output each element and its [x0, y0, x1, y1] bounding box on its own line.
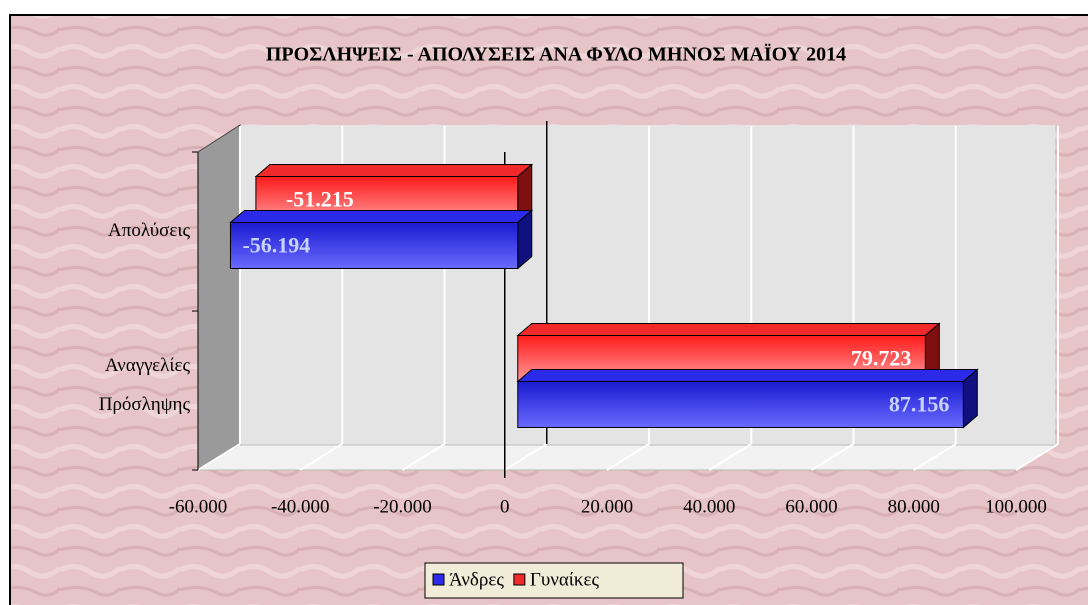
data-label: 87.156 — [889, 392, 950, 417]
side-wall — [197, 124, 241, 471]
legend-swatch — [513, 573, 526, 586]
x-tick-label: -60.000 — [169, 496, 228, 517]
chart-title: ΠΡΟΣΛΗΨΕΙΣ - ΑΠΟΛΥΣΕΙΣ ΑΝΑ ΦΥΛΟ ΜΗΝΟΣ ΜΑ… — [266, 43, 846, 66]
floor-grid-line — [197, 443, 241, 471]
x-tick-label: 0 — [500, 496, 510, 517]
bar-top — [516, 323, 941, 336]
floor-grid-line — [401, 443, 446, 471]
x-tick-label: -20.000 — [373, 496, 432, 517]
floor-grid-line — [606, 443, 650, 471]
bar-top — [229, 210, 534, 223]
y-tick-label: Αναγγελίες Πρόσληψης — [99, 355, 191, 415]
floor-grid-line — [1015, 443, 1059, 471]
x-tick-label: 20.000 — [581, 496, 633, 517]
legend-label: Άνδρες — [449, 569, 504, 590]
data-label: -56.194 — [242, 233, 310, 258]
x-tick-label: -40.000 — [271, 496, 330, 517]
legend-label: Γυναίκες — [530, 569, 600, 590]
bar — [229, 222, 519, 269]
legend — [424, 562, 684, 599]
floor-grid-line — [299, 443, 343, 471]
data-label: 79.723 — [851, 346, 912, 371]
bar — [517, 381, 964, 428]
floor-grid-line — [708, 443, 752, 471]
bar-top — [254, 164, 534, 177]
x-tick-label: 40.000 — [683, 496, 735, 517]
floor-grid-line — [913, 443, 957, 471]
legend-swatch — [432, 573, 445, 586]
floor-grid-line — [810, 443, 855, 471]
y-tick-label: Απολύσεις — [108, 220, 190, 241]
floor-grid-line — [504, 443, 548, 471]
x-tick-label: 60.000 — [785, 496, 837, 517]
data-label: -51.215 — [286, 187, 354, 212]
x-tick-label: 100.000 — [985, 496, 1047, 517]
bar-top — [516, 369, 979, 382]
x-tick-label: 80.000 — [888, 496, 940, 517]
